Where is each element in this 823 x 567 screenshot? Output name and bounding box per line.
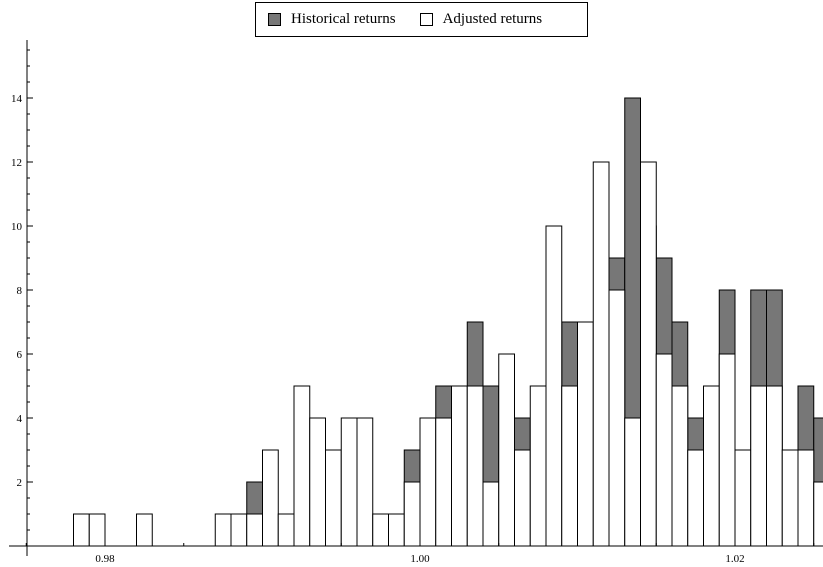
bar-adjusted: [766, 385, 783, 547]
y-tick-label: 6: [17, 349, 23, 361]
y-tick-label: 2: [17, 477, 23, 489]
bar-adjusted: [608, 289, 626, 547]
bar-adjusted: [73, 513, 90, 547]
bar-adjusted: [687, 449, 704, 547]
bar-adjusted: [435, 417, 452, 547]
bar-adjusted: [403, 481, 421, 547]
bar-adjusted: [624, 417, 641, 547]
bar-adjusted: [529, 385, 547, 547]
x-tick-label: 1.00: [410, 553, 430, 565]
bar-adjusted: [561, 385, 578, 547]
axes: 0.960.981.001.021.042468101214: [9, 40, 818, 565]
x-tick-label: 0.98: [95, 553, 115, 565]
bar-adjusted: [640, 161, 657, 547]
bar-adjusted: [498, 353, 515, 547]
bar-adjusted: [813, 481, 823, 547]
x-tick-label: 1.02: [725, 553, 744, 565]
bar-adjusted: [545, 225, 563, 547]
legend-label-adjusted: Adjusted returns: [442, 11, 543, 27]
y-tick-label: 10: [11, 221, 23, 233]
bar-adjusted: [734, 449, 752, 547]
bar-adjusted: [88, 513, 106, 547]
bar-adjusted: [293, 385, 311, 547]
legend-swatch-historical: [268, 13, 281, 26]
bar-adjusted: [750, 385, 767, 547]
y-tick-label: 8: [17, 285, 23, 297]
bar-adjusted: [356, 417, 374, 547]
bar-adjusted: [309, 417, 326, 547]
bar-adjusted: [482, 481, 500, 547]
bar-adjusted: [214, 513, 232, 547]
bar-adjusted: [419, 417, 437, 547]
bar-adjusted: [466, 385, 484, 547]
y-tick-label: 12: [11, 157, 22, 169]
bar-adjusted: [388, 513, 405, 547]
bar-adjusted: [671, 385, 689, 547]
bar-adjusted: [703, 385, 720, 547]
y-tick-label: 14: [11, 93, 23, 105]
bar-adjusted: [577, 321, 594, 547]
bar-adjusted: [340, 417, 358, 547]
bar-adjusted: [797, 449, 815, 547]
bar-adjusted: [781, 449, 799, 547]
bar-adjusted: [514, 449, 531, 547]
bar-adjusted: [277, 513, 295, 547]
y-tick-label: 4: [17, 413, 23, 425]
bar-adjusted: [136, 513, 153, 547]
bar-adjusted: [655, 353, 673, 547]
bar-adjusted: [451, 385, 468, 547]
bar-adjusted: [325, 449, 342, 547]
bar-adjusted: [592, 161, 610, 547]
legend-item-historical: Historical returns: [268, 11, 396, 28]
bar-adjusted: [718, 353, 736, 547]
chart-legend: Historical returns Adjusted returns: [255, 2, 588, 37]
legend-swatch-adjusted: [419, 13, 433, 26]
bar-adjusted: [230, 513, 248, 547]
legend-label-historical: Historical returns: [291, 11, 396, 27]
bar-adjusted: [246, 513, 263, 547]
bar-adjusted: [372, 513, 389, 547]
plot-area: [73, 97, 823, 547]
bar-adjusted: [262, 449, 279, 547]
legend-item-adjusted: Adjusted returns: [419, 11, 543, 28]
